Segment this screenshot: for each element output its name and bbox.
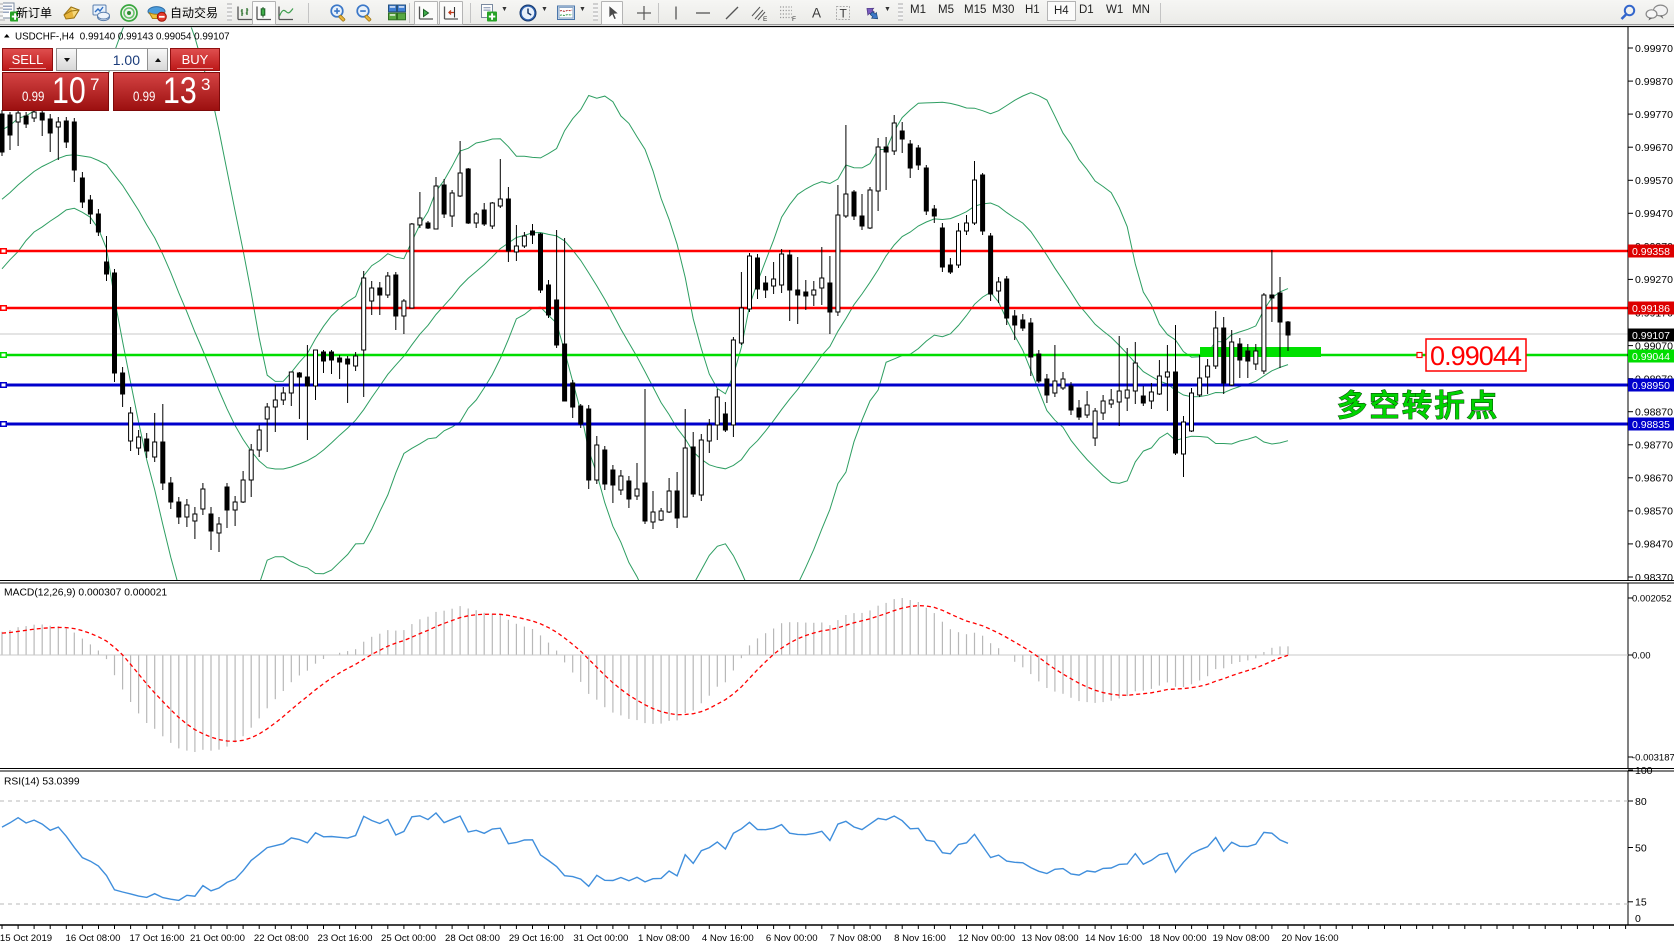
svg-text:28 Oct 08:00: 28 Oct 08:00 [445,933,500,944]
svg-text:12 Nov 00:00: 12 Nov 00:00 [958,933,1015,944]
svg-text:MACD(12,26,9) 0.000307 0.00002: MACD(12,26,9) 0.000307 0.000021 [4,588,167,599]
svg-text:0.98470: 0.98470 [1635,539,1673,551]
svg-text:13 Nov 08:00: 13 Nov 08:00 [1021,933,1078,944]
svg-text:23 Oct 16:00: 23 Oct 16:00 [318,933,373,944]
svg-text:0: 0 [1635,913,1641,925]
svg-text:E: E [763,16,768,23]
svg-text:0.99044: 0.99044 [1632,351,1670,363]
svg-text:-0.003187: -0.003187 [1632,753,1674,764]
svg-text:0.98770: 0.98770 [1635,440,1673,452]
svg-text:0.002052: 0.002052 [1632,594,1672,605]
svg-text:80: 80 [1635,796,1647,808]
svg-text:100: 100 [1635,765,1653,777]
svg-text:0.99070: 0.99070 [1635,340,1673,352]
svg-text:8 Nov 16:00: 8 Nov 16:00 [894,933,946,944]
svg-text:31 Oct 00:00: 31 Oct 00:00 [573,933,628,944]
svg-text:21 Oct 00:00: 21 Oct 00:00 [190,933,245,944]
svg-text:20 Nov 16:00: 20 Nov 16:00 [1281,933,1338,944]
svg-text:4 Nov 16:00: 4 Nov 16:00 [702,933,754,944]
svg-text:0.98670: 0.98670 [1635,473,1673,485]
svg-text:USDCHF-,H4 0.99140 0.99143 0.: USDCHF-,H4 0.99140 0.99143 0.99054 0.991… [15,32,230,43]
svg-text:6 Nov 00:00: 6 Nov 00:00 [766,933,818,944]
svg-text:22 Oct 08:00: 22 Oct 08:00 [254,933,309,944]
svg-text:29 Oct 16:00: 29 Oct 16:00 [509,933,564,944]
svg-text:0.99870: 0.99870 [1635,76,1673,88]
svg-text:0.99044: 0.99044 [1430,341,1522,371]
svg-text:14 Nov 16:00: 14 Nov 16:00 [1085,933,1142,944]
svg-text:18 Nov 00:00: 18 Nov 00:00 [1149,933,1206,944]
svg-text:16 Oct 08:00: 16 Oct 08:00 [66,933,121,944]
svg-text:多空转折点: 多空转折点 [1337,390,1500,423]
svg-text:0.99270: 0.99270 [1635,274,1673,286]
svg-text:19 Nov 08:00: 19 Nov 08:00 [1212,933,1269,944]
svg-text:RSI(14) 53.0399: RSI(14) 53.0399 [4,777,80,788]
svg-text:0.98870: 0.98870 [1635,407,1673,419]
svg-text:0.99107: 0.99107 [1632,330,1670,342]
svg-text:F: F [792,16,796,23]
svg-text:25 Oct 00:00: 25 Oct 00:00 [381,933,436,944]
svg-text:17 Oct 16:00: 17 Oct 16:00 [130,933,185,944]
svg-text:15 Oct 2019: 15 Oct 2019 [0,933,52,944]
svg-text:0.98950: 0.98950 [1632,380,1670,392]
svg-text:0.99470: 0.99470 [1635,208,1673,220]
svg-text:0.99770: 0.99770 [1635,109,1673,121]
svg-text:1 Nov 08:00: 1 Nov 08:00 [638,933,690,944]
svg-text:0.98570: 0.98570 [1635,506,1673,518]
svg-text:T: T [840,7,848,21]
svg-text:0.99570: 0.99570 [1635,175,1673,187]
svg-text:0.98835: 0.98835 [1632,419,1670,431]
svg-text:50: 50 [1635,842,1647,854]
svg-text:0.99186: 0.99186 [1632,303,1670,315]
svg-text:0.99358: 0.99358 [1632,246,1670,258]
svg-text:0.00: 0.00 [1632,651,1651,662]
svg-text:A: A [812,6,821,21]
svg-text:0.99670: 0.99670 [1635,142,1673,154]
svg-text:7 Nov 08:00: 7 Nov 08:00 [830,933,882,944]
svg-text:15: 15 [1635,897,1647,909]
svg-text:0.99970: 0.99970 [1635,43,1673,55]
